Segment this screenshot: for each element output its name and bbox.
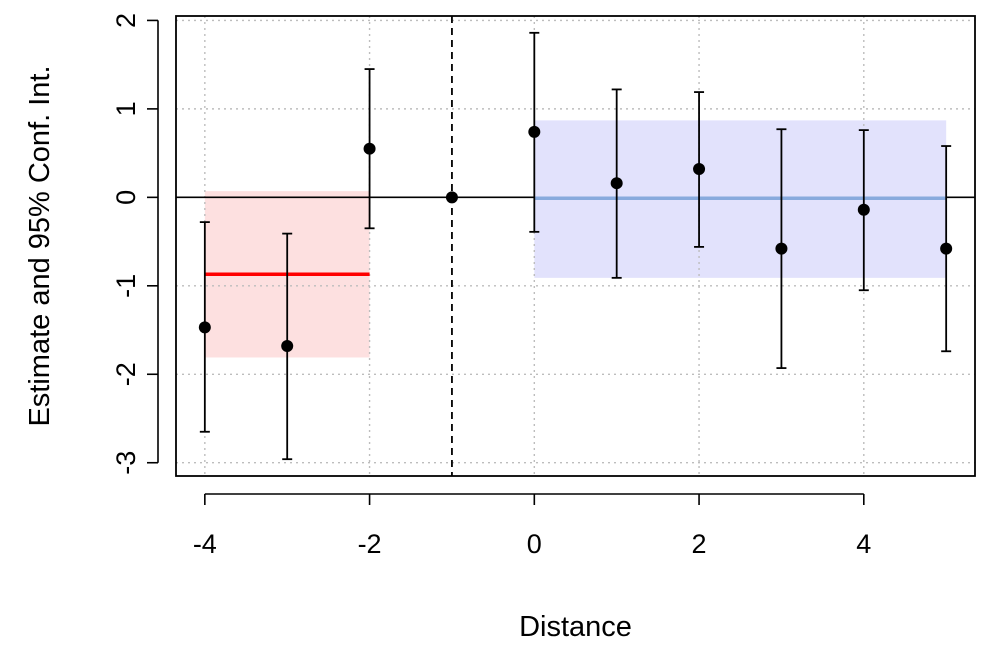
x-axis-title: Distance	[519, 611, 632, 643]
point-estimates	[198, 125, 953, 352]
point-estimate-7	[775, 242, 788, 255]
plot-border	[175, 15, 976, 477]
x-tick-label-0: -4	[193, 529, 217, 559]
pooled-bands	[204, 120, 947, 358]
point-estimate-3	[445, 191, 458, 204]
y-tick-label-2: -1	[111, 274, 141, 298]
x-tick-label-1: -2	[358, 529, 382, 559]
point-estimate-4	[528, 125, 541, 138]
y-axis-title: Estimate and 95% Conf. Int.	[24, 65, 56, 426]
y-axis: -3 -2 -1 0 1 2	[111, 13, 159, 475]
y-tick-label-0: -3	[111, 451, 141, 475]
point-estimate-5	[610, 177, 623, 190]
point-estimate-1	[281, 339, 294, 352]
point-estimate-2	[363, 142, 376, 155]
point-estimate-8	[857, 203, 870, 216]
y-tick-label-4: 1	[111, 101, 141, 116]
x-tick-label-2: 0	[527, 529, 542, 559]
point-estimate-6	[693, 163, 706, 176]
y-tick-label-3: 0	[111, 190, 141, 205]
point-estimate-0	[198, 321, 211, 334]
x-tick-label-3: 2	[692, 529, 707, 559]
point-estimate-9	[940, 242, 953, 255]
x-tick-label-4: 4	[856, 529, 871, 559]
y-tick-label-5: 2	[111, 13, 141, 28]
y-tick-label-1: -2	[111, 362, 141, 386]
plot-frame	[175, 15, 976, 477]
x-axis: -4 -2 0 2 4	[193, 493, 871, 559]
